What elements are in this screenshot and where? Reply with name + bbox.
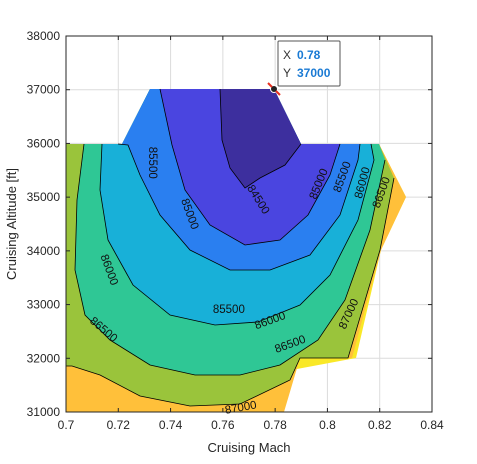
contour-label: 85500 [146, 147, 158, 179]
y-tick-label: 32000 [27, 351, 61, 365]
x-tick-label: 0.74 [159, 418, 183, 432]
x-axis-label: Cruising Mach [207, 440, 290, 455]
contour-line-87000 [66, 177, 395, 407]
x-tick-label: 0.84 [420, 418, 444, 432]
datatip-x-key: X [283, 48, 291, 62]
contour-line-86000 [99, 143, 375, 326]
datatip[interactable]: X 0.78 Y 37000 [267, 40, 341, 96]
axis-ticks: 0.7 0.72 0.74 0.76 0.78 0.8 0.82 0.84 31000 32000… [27, 29, 444, 432]
y-tick-label: 31000 [27, 405, 61, 419]
x-tick-label: 0.82 [368, 418, 392, 432]
y-tick-label: 34000 [27, 244, 61, 258]
plot-border [65, 35, 433, 413]
y-tick-label: 37000 [27, 83, 61, 97]
y-tick-label: 38000 [27, 29, 61, 43]
x-tick-label: 0.78 [263, 418, 287, 432]
datatip-y-value: 37000 [297, 66, 331, 80]
y-tick-label: 35000 [27, 190, 61, 204]
x-tick-label: 0.76 [211, 418, 235, 432]
datatip-marker[interactable] [267, 82, 281, 96]
contour-lines [66, 88, 395, 407]
y-tick-label: 36000 [27, 136, 61, 150]
x-tick-label: 0.8 [319, 418, 336, 432]
y-tick-label: 33000 [27, 298, 61, 312]
datatip-x-value: 0.78 [297, 48, 321, 62]
contour-line-86500 [74, 143, 386, 376]
datatip-box [277, 40, 341, 87]
contour-line-85000 [159, 88, 341, 246]
x-tick-label: 0.72 [107, 418, 131, 432]
x-tick-label: 0.7 [58, 418, 75, 432]
contour-label: 85500 [213, 304, 245, 316]
y-axis-label: Cruising Altitude [ft] [4, 168, 19, 280]
contour-fill-group [66, 89, 406, 412]
contour-region-darkindigo [220, 89, 301, 188]
datatip-y-key: Y [283, 66, 291, 80]
contour-line-85500 [117, 143, 361, 271]
contour-line-84500 [219, 88, 302, 189]
